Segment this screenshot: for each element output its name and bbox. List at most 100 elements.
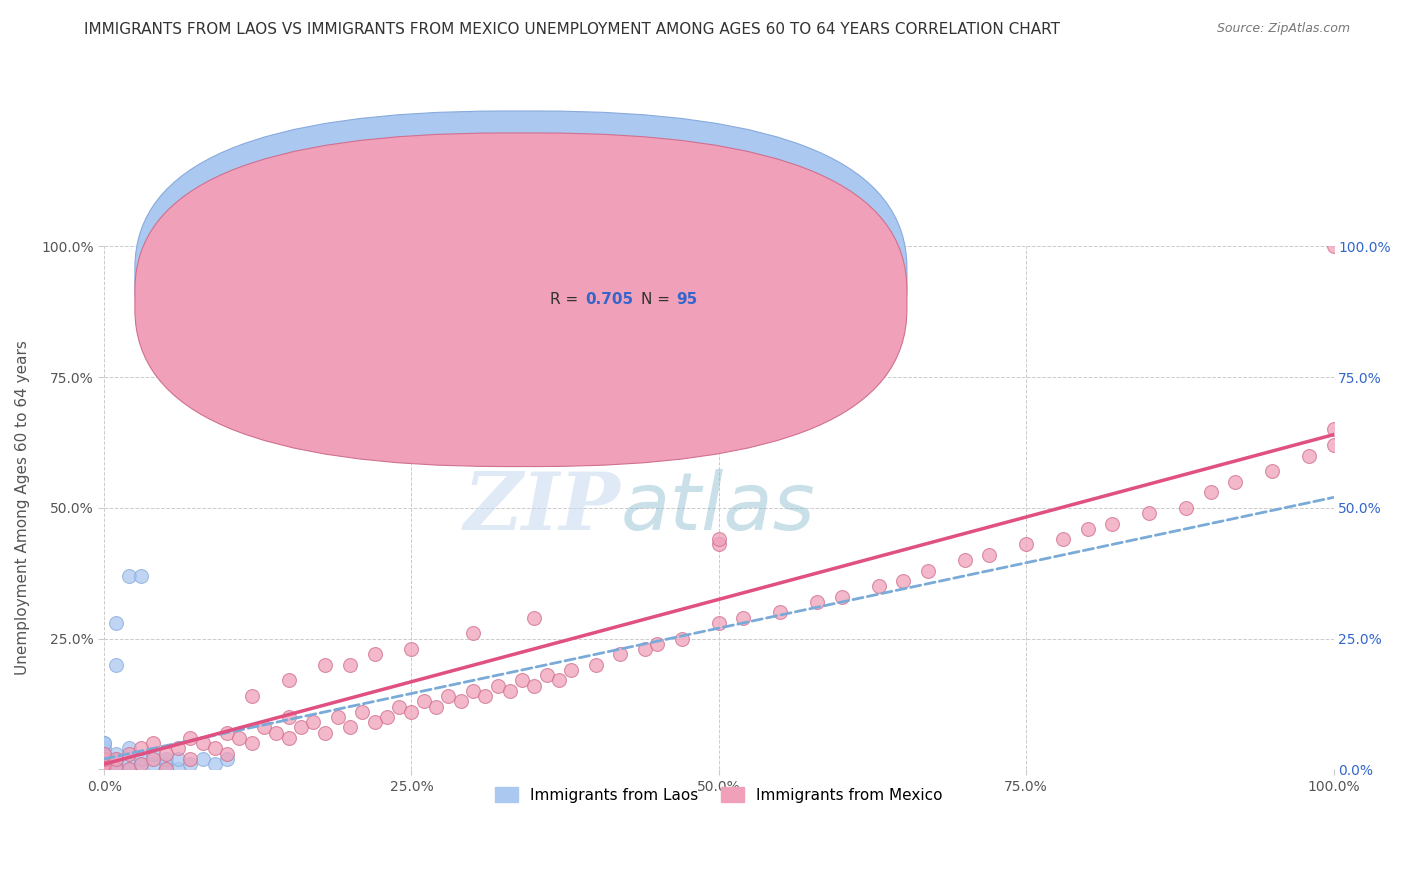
Point xyxy=(93,762,115,776)
Point xyxy=(118,747,141,761)
Point xyxy=(93,757,115,772)
Point xyxy=(93,747,115,761)
Point xyxy=(1199,485,1222,500)
Point xyxy=(93,736,115,750)
Point xyxy=(93,762,115,776)
Point xyxy=(1223,475,1246,489)
Point xyxy=(585,343,607,358)
Point xyxy=(129,757,152,772)
Point xyxy=(142,757,165,772)
Legend: Immigrants from Laos, Immigrants from Mexico: Immigrants from Laos, Immigrants from Me… xyxy=(489,780,949,809)
Point xyxy=(560,663,582,677)
Text: R =: R = xyxy=(550,293,583,307)
Point xyxy=(105,762,128,776)
Point xyxy=(93,762,115,776)
Point xyxy=(1298,449,1320,463)
Point xyxy=(228,731,250,745)
Point xyxy=(167,752,190,766)
Point xyxy=(93,747,115,761)
Point xyxy=(868,579,890,593)
Point xyxy=(707,615,730,630)
Text: atlas: atlas xyxy=(620,469,815,547)
Point xyxy=(412,694,434,708)
Point xyxy=(1101,516,1123,531)
Point xyxy=(264,725,287,739)
Point xyxy=(733,610,755,624)
Text: 95: 95 xyxy=(676,293,697,307)
Point xyxy=(93,762,115,776)
Point xyxy=(953,553,976,567)
Point xyxy=(707,533,730,547)
Point xyxy=(93,757,115,772)
Point xyxy=(142,747,165,761)
Point xyxy=(401,705,423,719)
Point xyxy=(240,736,263,750)
Point xyxy=(363,647,385,661)
Point xyxy=(253,721,276,735)
Point xyxy=(1322,422,1344,436)
Point xyxy=(155,752,177,766)
Point xyxy=(339,657,361,672)
Point xyxy=(1137,506,1160,520)
Point xyxy=(1322,438,1344,452)
Point xyxy=(155,762,177,776)
Point xyxy=(217,725,239,739)
Point xyxy=(523,679,546,693)
Point xyxy=(142,736,165,750)
Point xyxy=(93,762,115,776)
Point xyxy=(277,673,299,688)
Point xyxy=(499,684,522,698)
Point xyxy=(1261,464,1284,478)
FancyBboxPatch shape xyxy=(135,111,907,444)
Point xyxy=(105,657,128,672)
Point xyxy=(142,752,165,766)
Point xyxy=(277,710,299,724)
Point xyxy=(1175,500,1198,515)
Point xyxy=(437,689,460,703)
Point xyxy=(93,762,115,776)
Point xyxy=(105,757,128,772)
Point xyxy=(523,610,546,624)
Point xyxy=(179,731,201,745)
Point xyxy=(277,731,299,745)
Point xyxy=(93,762,115,776)
Point xyxy=(179,757,201,772)
Point xyxy=(461,626,484,640)
Point xyxy=(167,762,190,776)
Point xyxy=(634,642,657,657)
Point xyxy=(93,762,115,776)
FancyBboxPatch shape xyxy=(485,260,768,317)
Point xyxy=(461,684,484,698)
Point xyxy=(93,741,115,756)
Point xyxy=(1052,533,1074,547)
Point xyxy=(155,757,177,772)
Point xyxy=(363,715,385,730)
Point xyxy=(375,710,398,724)
Point xyxy=(129,569,152,583)
Point xyxy=(179,752,201,766)
Point xyxy=(105,752,128,766)
Point xyxy=(93,762,115,776)
Point xyxy=(118,762,141,776)
Text: ZIP: ZIP xyxy=(464,469,620,547)
Point xyxy=(388,699,411,714)
Point xyxy=(155,747,177,761)
Point xyxy=(1077,522,1099,536)
Point xyxy=(548,673,571,688)
Point xyxy=(93,762,115,776)
FancyBboxPatch shape xyxy=(135,133,907,467)
Text: 44: 44 xyxy=(676,270,697,285)
Point xyxy=(93,736,115,750)
Point xyxy=(118,569,141,583)
Y-axis label: Unemployment Among Ages 60 to 64 years: Unemployment Among Ages 60 to 64 years xyxy=(15,341,30,675)
Point xyxy=(891,574,914,588)
Point xyxy=(314,725,336,739)
Point xyxy=(240,689,263,703)
Point xyxy=(93,752,115,766)
Text: N =: N = xyxy=(641,270,675,285)
Point xyxy=(93,752,115,766)
Point xyxy=(105,747,128,761)
Point xyxy=(191,736,214,750)
Point xyxy=(707,537,730,551)
Point xyxy=(217,747,239,761)
